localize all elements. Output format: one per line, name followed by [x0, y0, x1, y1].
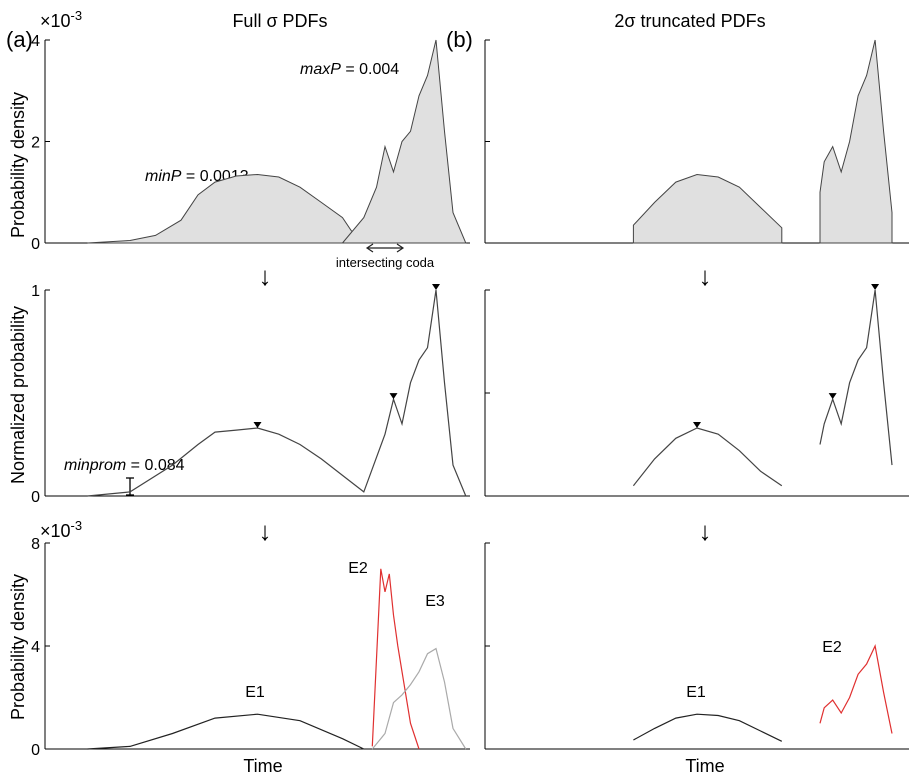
area-series-1	[819, 39, 893, 244]
row1-ylabel: Probability density	[8, 92, 28, 238]
panel-b-row1	[484, 39, 909, 244]
peak-marker	[871, 284, 880, 290]
panel-a-row1: 0 2 4	[31, 33, 470, 253]
title-a: Full σ PDFs	[232, 11, 327, 31]
line-series-E1	[633, 713, 783, 742]
peak-marker	[693, 422, 701, 429]
coda-arrow-right-head	[396, 243, 405, 253]
panel-a-row3: 0 4 8	[31, 536, 470, 759]
line-series-1	[819, 289, 893, 466]
event-label-e1-b: E1	[686, 684, 706, 701]
row2-ylabel: Normalized probability	[8, 306, 28, 484]
panel-b-row2	[484, 284, 909, 497]
peak-marker	[828, 393, 837, 400]
panel-b-label: (b)	[446, 27, 473, 52]
down-arrow-icon: ↓	[699, 261, 712, 291]
line-series-E1	[87, 713, 365, 750]
line-series-E3	[371, 647, 467, 750]
panel-a-label: (a)	[6, 27, 33, 52]
down-arrow-icon: ↓	[699, 516, 712, 546]
line-series-0	[87, 289, 467, 497]
coda-label: intersecting coda	[336, 255, 435, 270]
down-arrow-icon: ↓	[259, 261, 272, 291]
panel-a-row2: 01	[31, 283, 470, 506]
y-tick-label: 0	[31, 742, 40, 759]
y-tick-label: 8	[31, 536, 40, 553]
event-label-e3-a: E3	[425, 593, 445, 610]
xlabel-a: Time	[243, 756, 282, 776]
line-series-E2	[819, 644, 893, 734]
panel-b-row3	[484, 542, 909, 750]
exponent-row3: ×10-3	[40, 518, 82, 541]
minprom-annotation: minprom = 0.084	[64, 457, 185, 474]
xlabel-b: Time	[685, 756, 724, 776]
title-b: 2σ truncated PDFs	[614, 11, 765, 31]
y-tick-label: 1	[31, 283, 40, 300]
area-series-1	[341, 39, 467, 244]
peak-marker	[432, 284, 440, 290]
line-series-E2	[371, 568, 420, 750]
coda-arrow-left-head	[365, 243, 374, 253]
down-arrow-icon: ↓	[259, 516, 272, 546]
line-series-0	[632, 427, 783, 487]
y-tick-label: 4	[31, 639, 40, 656]
peak-marker	[389, 393, 398, 400]
y-tick-label: 4	[31, 33, 40, 50]
area-series-0	[87, 173, 366, 244]
y-tick-label: 0	[31, 236, 40, 253]
y-tick-label: 0	[31, 489, 40, 506]
y-tick-label: 2	[31, 135, 40, 152]
row3-ylabel: Probability density	[8, 574, 28, 720]
maxp-annotation: maxP = 0.004	[300, 61, 399, 78]
event-label-e2-a: E2	[348, 560, 368, 577]
event-label-e1-a: E1	[245, 684, 265, 701]
peak-marker	[253, 422, 262, 429]
exponent-row1: ×10-3	[40, 8, 82, 31]
event-label-e2-b: E2	[822, 639, 842, 656]
area-series-0	[632, 173, 783, 244]
